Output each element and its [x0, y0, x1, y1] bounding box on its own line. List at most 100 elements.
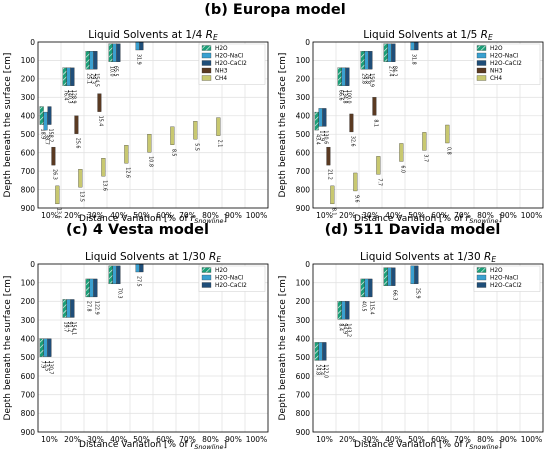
bar-h2o: [85, 278, 90, 298]
bar-h2o-nacl: [66, 299, 71, 318]
bar-h2o-cacl2: [139, 41, 144, 51]
legend-swatch: [201, 267, 212, 273]
x-tick-label: 30%: [362, 435, 379, 444]
davida-model-heading: (d) 511 Davida model: [324, 222, 501, 238]
x-tick-label: 60%: [156, 435, 173, 444]
y-tick-label: 900: [21, 428, 36, 437]
legend-label: H2O: [490, 46, 503, 52]
bar-nh3: [97, 93, 102, 112]
bar-h2o-nacl: [341, 67, 346, 86]
x-tick-label: 30%: [362, 211, 379, 220]
y-tick-label: 100: [21, 56, 36, 65]
legend-label: CH4: [490, 76, 502, 82]
data-label: 40.5: [361, 301, 367, 312]
data-label: 25.6: [74, 138, 80, 149]
y-axis-label: Depth beneath the surface [cm]: [3, 276, 13, 421]
y-tick-label: 100: [296, 278, 311, 287]
vesta-model-heading: (c) 4 Vesta model: [66, 222, 209, 238]
y-tick-label: 700: [21, 390, 36, 399]
data-label: 29.8: [361, 73, 367, 84]
bar-h2o-nacl: [89, 51, 94, 70]
data-label: 13.5: [44, 361, 50, 372]
legend-label: H2O-CaCl2: [490, 283, 522, 289]
chart-title: Liquid Solvents at 1/30 RE: [85, 251, 221, 264]
bar-h2o-cacl2: [322, 108, 327, 127]
bar-h2o-cacl2: [345, 301, 350, 320]
bar-h2o-cacl2: [391, 43, 396, 62]
chart-europa-quarter: Liquid Solvents at 1/4 RE 0 100 200 300 400 50…: [3, 29, 269, 224]
x-axis-label: Distance Variation [% of rSnowline]: [79, 214, 227, 224]
bar-ch4: [170, 126, 175, 145]
y-tick-label: 600: [296, 148, 311, 157]
bar-h2o-cacl2: [322, 342, 327, 361]
data-label: 66.3: [392, 290, 398, 301]
legend-label: H2O-CaCl2: [215, 283, 247, 289]
x-tick-label: 10%: [316, 435, 333, 444]
y-tick-label: 500: [296, 130, 311, 139]
y-tick-label: 400: [296, 112, 311, 121]
legend-swatch: [201, 52, 212, 59]
bar-ch4: [353, 172, 358, 192]
bar-nh3: [326, 146, 331, 166]
bar-ch4: [78, 169, 83, 188]
bar-h2o: [360, 278, 365, 298]
x-tick-label: 50%: [408, 435, 425, 444]
legend-label: H2O: [215, 268, 228, 274]
legend-swatch: [201, 282, 212, 288]
x-tick-label: 80%: [477, 435, 494, 444]
x-tick-label: 60%: [431, 435, 448, 444]
legend-label: CH4: [215, 76, 227, 82]
data-label: 3.7: [422, 154, 428, 162]
x-tick-label: 10%: [41, 435, 58, 444]
y-tick-label: 700: [296, 390, 311, 399]
bar-h2o: [337, 301, 342, 320]
legend-label: H2O-NaCl: [215, 276, 244, 282]
x-tick-label: 10%: [41, 211, 58, 220]
y-tick-label: 400: [21, 334, 36, 343]
bar-h2o-cacl2: [47, 106, 52, 125]
legend-swatch: [201, 45, 212, 51]
x-tick-label: 60%: [431, 211, 448, 220]
x-tick-label: 80%: [202, 211, 219, 220]
data-label: 8.1: [330, 208, 336, 216]
legend-label: H2O-NaCl: [490, 54, 519, 60]
x-tick-label: 40%: [385, 211, 402, 220]
x-tick-label: 50%: [133, 211, 150, 220]
data-label: 13.5: [78, 191, 84, 202]
bar-h2o: [337, 67, 342, 86]
y-tick-label: 300: [296, 316, 311, 325]
data-label: 84.2: [392, 66, 398, 77]
bar-h2o-cacl2: [116, 265, 121, 285]
y-tick-label: 600: [21, 372, 36, 381]
bar-h2o-cacl2: [116, 43, 121, 62]
x-tick-label: 100%: [246, 435, 267, 444]
x-tick-label: 100%: [521, 211, 542, 220]
y-tick-label: 100: [296, 56, 311, 65]
y-tick-label: 0: [305, 260, 310, 269]
data-label: 100.0: [346, 90, 352, 104]
y-tick-label: 700: [21, 167, 36, 176]
data-label: 122.9: [94, 301, 100, 315]
legend-swatch: [201, 60, 212, 66]
data-label: 65.5: [113, 66, 119, 77]
legend-label: H2O-CaCl2: [490, 61, 522, 67]
bar-h2o-cacl2: [345, 67, 350, 86]
x-tick-label: 20%: [339, 435, 356, 444]
y-tick-label: 300: [296, 93, 311, 102]
x-tick-label: 100%: [246, 211, 267, 220]
data-label: 122.0: [323, 364, 329, 378]
y-tick-label: 800: [21, 409, 36, 418]
y-tick-label: 800: [296, 409, 311, 418]
data-label: 15.4: [97, 116, 103, 127]
bar-h2o-nacl: [387, 43, 392, 62]
x-tick-label: 90%: [225, 435, 242, 444]
x-tick-label: 40%: [110, 435, 127, 444]
bar-h2o: [62, 67, 67, 86]
bar-h2o: [383, 43, 388, 62]
bar-h2o-nacl: [112, 43, 117, 62]
bar-h2o-nacl: [341, 301, 346, 320]
data-label: 130.7: [48, 361, 54, 375]
